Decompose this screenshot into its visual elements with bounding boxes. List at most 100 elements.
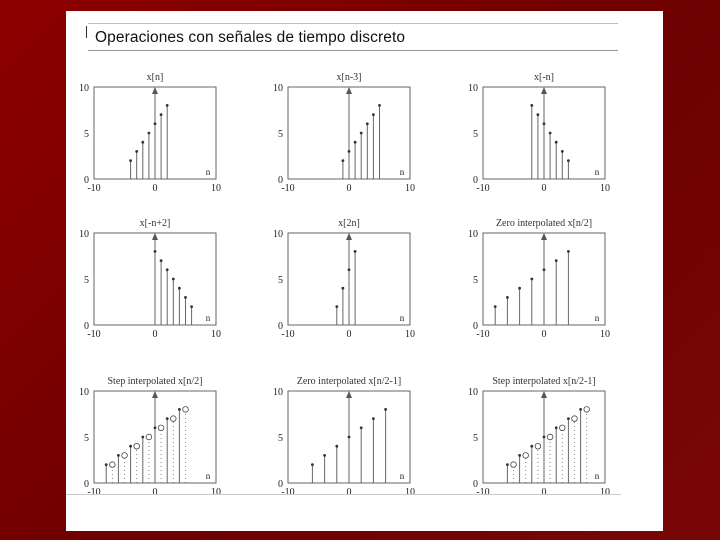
stem-point — [323, 454, 326, 457]
title-tick-mark — [86, 26, 87, 38]
stem-point — [493, 305, 497, 308]
stem-point — [554, 426, 558, 430]
stem-point — [165, 268, 169, 272]
stem-point — [365, 122, 369, 126]
stem-point — [129, 444, 132, 448]
stem-point — [141, 435, 145, 439]
stem-point — [178, 408, 181, 411]
zero-axis-arrow — [152, 391, 158, 398]
zero-axis-arrow — [346, 391, 352, 398]
interp-marker — [583, 406, 590, 413]
plot-title: x[2n] — [338, 218, 360, 229]
stem-point — [548, 131, 552, 135]
stem-point — [153, 426, 157, 430]
stem-point — [104, 463, 108, 466]
n-axis-label: n — [595, 313, 600, 323]
y-tick-label: 10 — [273, 229, 283, 240]
y-tick-label: 0 — [84, 175, 89, 186]
stem-point — [184, 296, 187, 299]
n-axis-label: n — [206, 471, 211, 481]
zero-axis-arrow — [152, 233, 158, 240]
zero-axis-arrow — [541, 233, 547, 240]
stem-point — [536, 113, 540, 116]
x-tick-label: 0 — [542, 329, 547, 340]
stem-point — [560, 150, 564, 153]
y-tick-label: 5 — [278, 275, 283, 286]
x-tick-label: 0 — [347, 487, 352, 498]
x-tick-label: -10 — [281, 183, 294, 194]
y-tick-label: 5 — [84, 129, 89, 140]
y-tick-label: 10 — [79, 387, 89, 398]
stem-point — [178, 286, 181, 290]
plot-title: Step interpolated x[n/2-1] — [492, 376, 595, 387]
plot-title: Zero interpolated x[n/2] — [496, 218, 592, 229]
stem-point — [341, 159, 345, 163]
stem-point — [359, 426, 363, 430]
stem-point — [147, 131, 151, 135]
stem-point — [165, 417, 169, 420]
x-tick-label: 0 — [153, 183, 158, 194]
x-tick-label: 0 — [347, 329, 352, 340]
stem-point — [117, 454, 120, 457]
x-tick-label: -10 — [87, 183, 100, 194]
y-tick-label: 0 — [278, 175, 283, 186]
y-tick-label: 10 — [468, 387, 478, 398]
stem-point — [384, 408, 387, 411]
x-tick-label: 0 — [542, 183, 547, 194]
y-tick-label: 0 — [84, 321, 89, 332]
x-tick-label: 10 — [405, 487, 415, 498]
stem-point — [542, 268, 546, 272]
plot-title: Step interpolated x[n/2] — [108, 376, 203, 387]
y-tick-label: 5 — [84, 275, 89, 286]
interp-marker — [182, 406, 189, 413]
interp-marker — [522, 452, 529, 459]
n-axis-label: n — [206, 313, 211, 323]
stem-point — [159, 259, 163, 262]
stem-point — [190, 305, 193, 308]
interp-marker — [145, 433, 153, 441]
stem-point — [378, 104, 381, 107]
plot-title: x[n] — [147, 72, 164, 83]
y-tick-label: 10 — [79, 229, 89, 240]
stem-point — [335, 305, 339, 308]
y-tick-label: 0 — [473, 479, 478, 490]
stem-point — [359, 131, 363, 135]
x-tick-label: -10 — [476, 183, 489, 194]
interp-marker — [157, 424, 165, 431]
stem-point — [347, 268, 351, 272]
stem-point — [530, 277, 534, 281]
y-tick-label: 10 — [273, 387, 283, 398]
stem-point — [159, 113, 163, 116]
y-tick-label: 5 — [473, 433, 478, 444]
stem-point — [372, 417, 375, 420]
interp-marker — [571, 415, 578, 422]
stem-point — [518, 454, 521, 457]
y-tick-label: 5 — [278, 433, 283, 444]
plot-title: Zero interpolated x[n/2-1] — [297, 376, 401, 387]
stem-point — [542, 435, 546, 439]
y-tick-label: 0 — [473, 321, 478, 332]
x-tick-label: 10 — [600, 487, 610, 498]
n-axis-label: n — [400, 167, 405, 177]
x-tick-label: 10 — [405, 183, 415, 194]
x-tick-label: 10 — [600, 183, 610, 194]
stem-point — [353, 140, 357, 144]
plot-title: x[-n] — [534, 72, 554, 83]
plot-title: x[-n+2] — [140, 218, 171, 229]
y-tick-label: 5 — [473, 129, 478, 140]
y-tick-label: 5 — [84, 433, 89, 444]
x-tick-label: 0 — [153, 329, 158, 340]
stem-point — [579, 408, 582, 411]
stem-point — [372, 113, 375, 116]
stem-point — [542, 122, 546, 126]
x-tick-label: -10 — [476, 329, 489, 340]
x-tick-label: 10 — [211, 329, 221, 340]
interp-marker — [559, 424, 566, 431]
stem-point — [506, 296, 509, 299]
